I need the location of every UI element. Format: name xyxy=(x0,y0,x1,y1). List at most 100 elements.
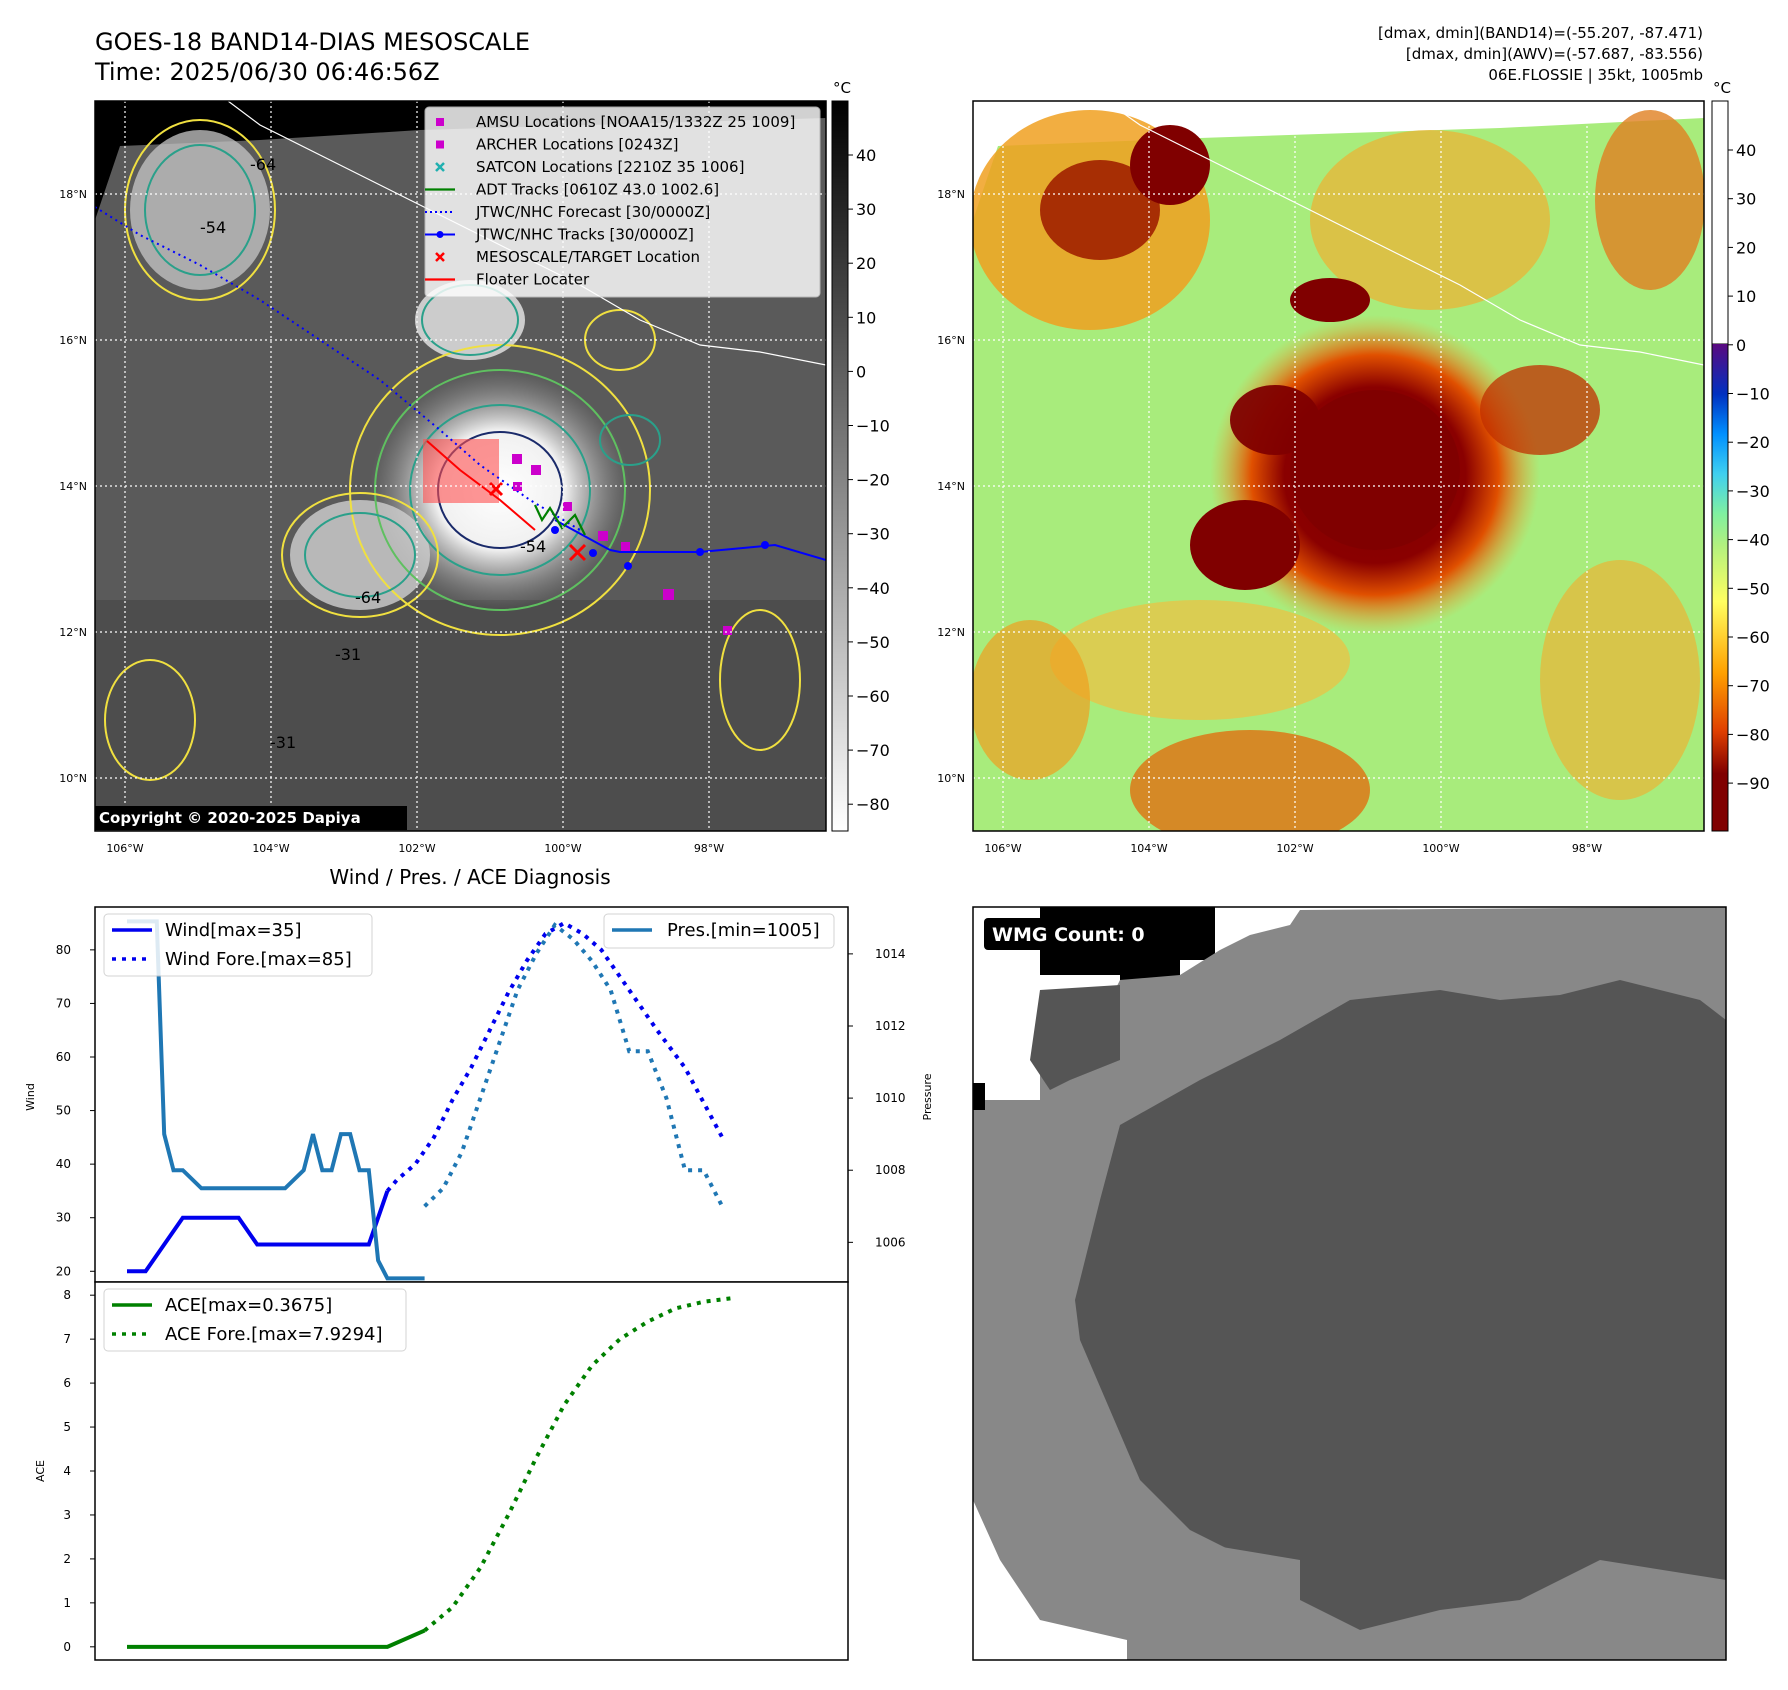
forecast-series-line xyxy=(423,1296,732,1633)
colorbar-tick-label: −60 xyxy=(1736,628,1770,647)
colorbar-tick-label: −70 xyxy=(1736,677,1770,696)
y-tick-label: 8 xyxy=(63,1288,71,1302)
legend-wind-fore: Wind Fore.[max=85] xyxy=(165,949,352,970)
legend-marker-square xyxy=(436,140,444,149)
ir-map-panel: -54 -64 -31 -31 -54 -64 Copyright © 2020… xyxy=(95,101,826,831)
map-legend-label: SATCON Locations [2210Z 35 1006] xyxy=(476,158,744,176)
color-ir-map-frame xyxy=(972,100,1705,832)
y-tick-label: 4 xyxy=(63,1464,71,1478)
colorbar-tick-label: 40 xyxy=(856,146,876,165)
y-tick-label: 60 xyxy=(56,1050,71,1064)
lon-tick: 98°W xyxy=(1572,842,1602,855)
colorbar-tick-label: −50 xyxy=(856,633,890,652)
y-tick-label: 80 xyxy=(56,943,71,957)
observed-series-line xyxy=(127,1628,426,1649)
colorbar-tick-label: 10 xyxy=(1736,287,1756,306)
forecast-series-line xyxy=(385,920,724,1193)
pressure-series-layer xyxy=(127,919,724,1281)
observed-series-line xyxy=(127,1190,390,1274)
lon-tick: 98°W xyxy=(694,842,724,855)
ir-colorbar-unit: °C xyxy=(833,79,851,97)
y-tick-label: 1 xyxy=(63,1596,71,1610)
colorbar-tick-label: −20 xyxy=(1736,433,1770,452)
info-line-1: [dmax, dmin](BAND14)=(-55.207, -87.471) xyxy=(1378,24,1703,42)
contour-label: -64 xyxy=(355,588,381,607)
lon-tick: 106°W xyxy=(106,842,143,855)
y-tick-label: 70 xyxy=(56,996,71,1010)
lat-tick: 16°N xyxy=(937,334,965,347)
lat-tick: 16°N xyxy=(59,334,87,347)
colorbar-tick-label: 10 xyxy=(856,308,876,327)
map-legend-label: ADT Tracks [0610Z 43.0 1002.6] xyxy=(476,181,719,199)
colorbar-tick-label: −10 xyxy=(1736,385,1770,404)
lat-tick: 10°N xyxy=(937,772,965,785)
y-tick-label: 3 xyxy=(63,1508,71,1522)
y-tick-label: 30 xyxy=(56,1211,71,1225)
lat-tick: 18°N xyxy=(59,188,87,201)
lat-tick: 12°N xyxy=(937,626,965,639)
wmg-panel xyxy=(973,907,1726,1660)
map-legend-label: AMSU Locations [NOAA15/1332Z 25 1009] xyxy=(476,113,795,131)
colorbar-tick-label: 20 xyxy=(856,254,876,273)
colorbar-tick-label: 30 xyxy=(856,200,876,219)
lon-tick: 102°W xyxy=(1276,842,1313,855)
y-tick-label: 0 xyxy=(63,1640,71,1654)
colorbar-tick-label: 0 xyxy=(1736,336,1746,355)
y-tick-label: 5 xyxy=(63,1420,71,1434)
map-legend xyxy=(424,106,821,298)
lon-tick: 102°W xyxy=(398,842,435,855)
lon-tick: 100°W xyxy=(544,842,581,855)
colorbar-tick-label: −20 xyxy=(856,471,890,490)
colorbar-tick-label: 40 xyxy=(1736,141,1756,160)
wind-ylabel: Wind xyxy=(24,1083,37,1111)
wind-series-layer xyxy=(127,920,724,1274)
lat-tick: 14°N xyxy=(937,480,965,493)
colorbar-tick-label: 0 xyxy=(856,362,866,381)
figure-time: Time: 2025/06/30 06:46:56Z xyxy=(94,58,440,86)
color-ir-map-panel xyxy=(973,101,1704,831)
y-tick-label: 7 xyxy=(63,1332,71,1346)
map-legend-entries: AMSU Locations [NOAA15/1332Z 25 1009] ARC… xyxy=(425,113,795,289)
lat-tick: 14°N xyxy=(59,480,87,493)
lon-tick: 104°W xyxy=(1130,842,1167,855)
contour-label: -31 xyxy=(270,733,296,752)
colorbar-tick-label: −90 xyxy=(1736,774,1770,793)
wmg-frame xyxy=(972,906,1727,1661)
lat-tick: 18°N xyxy=(937,188,965,201)
ace-legend: ACE[max=0.3675] ACE Fore.[max=7.9294] xyxy=(103,1288,407,1352)
wmg-count-box xyxy=(984,918,1166,950)
copyright-box xyxy=(95,806,407,830)
y-tick-label: 20 xyxy=(56,1264,71,1278)
copyright-text: Copyright © 2020-2025 Dapiya xyxy=(99,809,361,827)
legend-pres: Pres.[min=1005] xyxy=(667,920,820,941)
color-colorbar-unit: °C xyxy=(1713,79,1731,97)
legend-marker-x xyxy=(435,252,445,262)
colorbar-tick-label: −50 xyxy=(1736,579,1770,598)
wmg-count-label: WMG Count: 0 xyxy=(992,924,1145,946)
y-tick-label: 1006 xyxy=(875,1235,906,1249)
colorbar-tick-label: −40 xyxy=(856,579,890,598)
lat-tick: 12°N xyxy=(59,626,87,639)
observed-series-line xyxy=(127,919,425,1281)
legend-marker-x xyxy=(435,162,445,172)
pressure-ylabel: Pressure xyxy=(921,1073,934,1120)
colorbar-tick-label: −40 xyxy=(1736,531,1770,550)
legend-ace-fore: ACE Fore.[max=7.9294] xyxy=(165,1324,383,1345)
y-tick-label: 50 xyxy=(56,1104,71,1118)
colorbar-tick-label: 20 xyxy=(1736,238,1756,257)
info-line-3: 06E.FLOSSIE | 35kt, 1005mb xyxy=(1488,66,1703,84)
color-ir-colorbar: °C 40 30 20 10 0 −10 −20 −30 −40 −50 −60 −70 −80 −90 xyxy=(1711,79,1770,832)
map-legend-label: Floater Locater xyxy=(476,271,590,289)
legend-ace: ACE[max=0.3675] xyxy=(165,1295,332,1316)
wind-legend: Wind[max=35] Wind Fore.[max=85] xyxy=(103,913,373,977)
y-tick-label: 1008 xyxy=(875,1163,906,1177)
legend-wind: Wind[max=35] xyxy=(165,920,302,941)
ace-series-layer xyxy=(127,1296,732,1649)
y-tick-label: 6 xyxy=(63,1376,71,1390)
colorbar-tick-label: −10 xyxy=(856,417,890,436)
colorbar-tick-label: −70 xyxy=(856,741,890,760)
map-legend-label: JTWC/NHC Tracks [30/0000Z] xyxy=(475,226,694,244)
y-tick-label: 1012 xyxy=(875,1019,906,1033)
info-line-2: [dmax, dmin](AWV)=(-57.687, -83.556) xyxy=(1406,45,1703,63)
